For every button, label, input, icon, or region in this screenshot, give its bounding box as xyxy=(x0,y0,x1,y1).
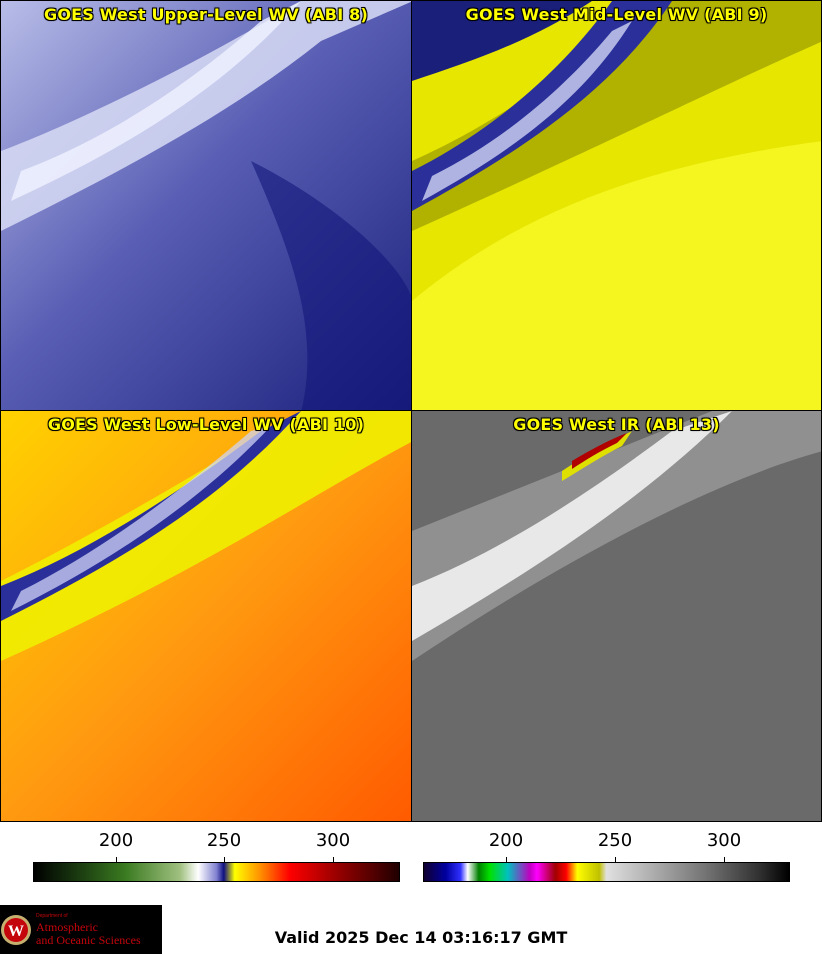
panel-ir: GOES West IR (ABI 13) xyxy=(411,410,822,822)
ir-tick xyxy=(724,857,725,862)
mid-level-wv-image xyxy=(412,1,821,410)
panel-low-level-wv: GOES West Low-Level WV (ABI 10) xyxy=(0,410,412,822)
wv-tick xyxy=(333,857,334,862)
upper-level-wv-image xyxy=(1,1,411,410)
ir-colorbar-gradient xyxy=(423,862,790,882)
panel-upper-level-wv: GOES West Upper-Level WV (ABI 8) xyxy=(0,0,412,411)
ir-tick-label: 300 xyxy=(706,830,742,851)
aos-logo: W Department of Atmospheric and Oceanic … xyxy=(0,905,162,954)
wv-tick xyxy=(116,857,117,862)
ir-tick-label: 200 xyxy=(488,830,524,851)
panel-title: GOES West Low-Level WV (ABI 10) xyxy=(47,415,365,434)
wv-tick-label: 200 xyxy=(98,830,134,851)
panel-mid-level-wv: GOES West Mid-Level WV (ABI 9) xyxy=(411,0,822,411)
wv-tick-label: 250 xyxy=(206,830,242,851)
panel-title: GOES West Upper-Level WV (ABI 8) xyxy=(44,5,368,24)
low-level-wv-image xyxy=(1,411,411,821)
logo-name-line2: and Oceanic Sciences xyxy=(36,933,141,947)
wv-tick xyxy=(224,857,225,862)
panel-title: GOES West IR (ABI 13) xyxy=(513,415,720,434)
logo-dept-line: Department of xyxy=(36,913,68,919)
panel-title: GOES West Mid-Level WV (ABI 9) xyxy=(465,5,768,24)
valid-time: Valid 2025 Dec 14 03:16:17 GMT xyxy=(274,928,568,947)
logo-name-line1: Atmospheric xyxy=(36,920,98,934)
uw-crest-icon: W xyxy=(1,915,31,945)
wv-tick-label: 300 xyxy=(315,830,351,851)
ir-image xyxy=(412,411,821,821)
ir-tick xyxy=(615,857,616,862)
ir-tick-label: 250 xyxy=(597,830,633,851)
wv-colorbar-gradient xyxy=(33,862,400,882)
svg-text:W: W xyxy=(8,923,24,940)
ir-tick xyxy=(506,857,507,862)
